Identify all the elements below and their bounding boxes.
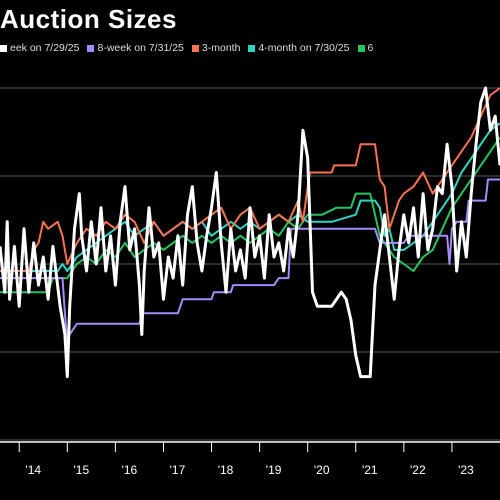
x-tick-label: '19 xyxy=(266,463,282,477)
x-tick-label: '23 xyxy=(458,463,474,477)
series-line xyxy=(0,87,500,272)
legend-item: 8-week on 7/31/25 xyxy=(87,42,184,54)
series-line xyxy=(0,86,500,379)
legend-swatch xyxy=(191,44,199,52)
x-tick-label: '20 xyxy=(314,463,330,477)
x-tick-label: '17 xyxy=(170,463,186,477)
legend-item: 6 xyxy=(357,42,374,54)
legend-label: 4-month on 7/30/25 xyxy=(258,42,350,54)
legend-label: 8-week on 7/31/25 xyxy=(97,42,184,54)
x-tick-label: '14 xyxy=(25,463,41,477)
legend-item: 4-month on 7/30/25 xyxy=(248,42,350,54)
legend-item: 3-month xyxy=(191,42,241,54)
legend-swatch xyxy=(87,44,95,52)
x-tick-label: '15 xyxy=(73,463,89,477)
legend-swatch xyxy=(0,44,7,52)
x-tick-label: '18 xyxy=(218,463,234,477)
legend-swatch xyxy=(248,44,256,52)
series-line xyxy=(0,178,500,343)
x-tick-label: '22 xyxy=(410,463,426,477)
legend-label: eek on 7/29/25 xyxy=(10,42,80,54)
legend-item: eek on 7/29/25 xyxy=(0,42,79,54)
x-tick-label: '21 xyxy=(362,463,378,477)
chart-legend: eek on 7/29/25 8-week on 7/31/25 3-month 4-… xyxy=(0,42,500,58)
legend-label: 3-month xyxy=(201,42,241,54)
legend-swatch xyxy=(357,44,365,52)
legend-label: 6 xyxy=(367,42,374,54)
chart-title: Auction Sizes xyxy=(0,4,177,34)
x-tick-label: '16 xyxy=(122,463,138,477)
